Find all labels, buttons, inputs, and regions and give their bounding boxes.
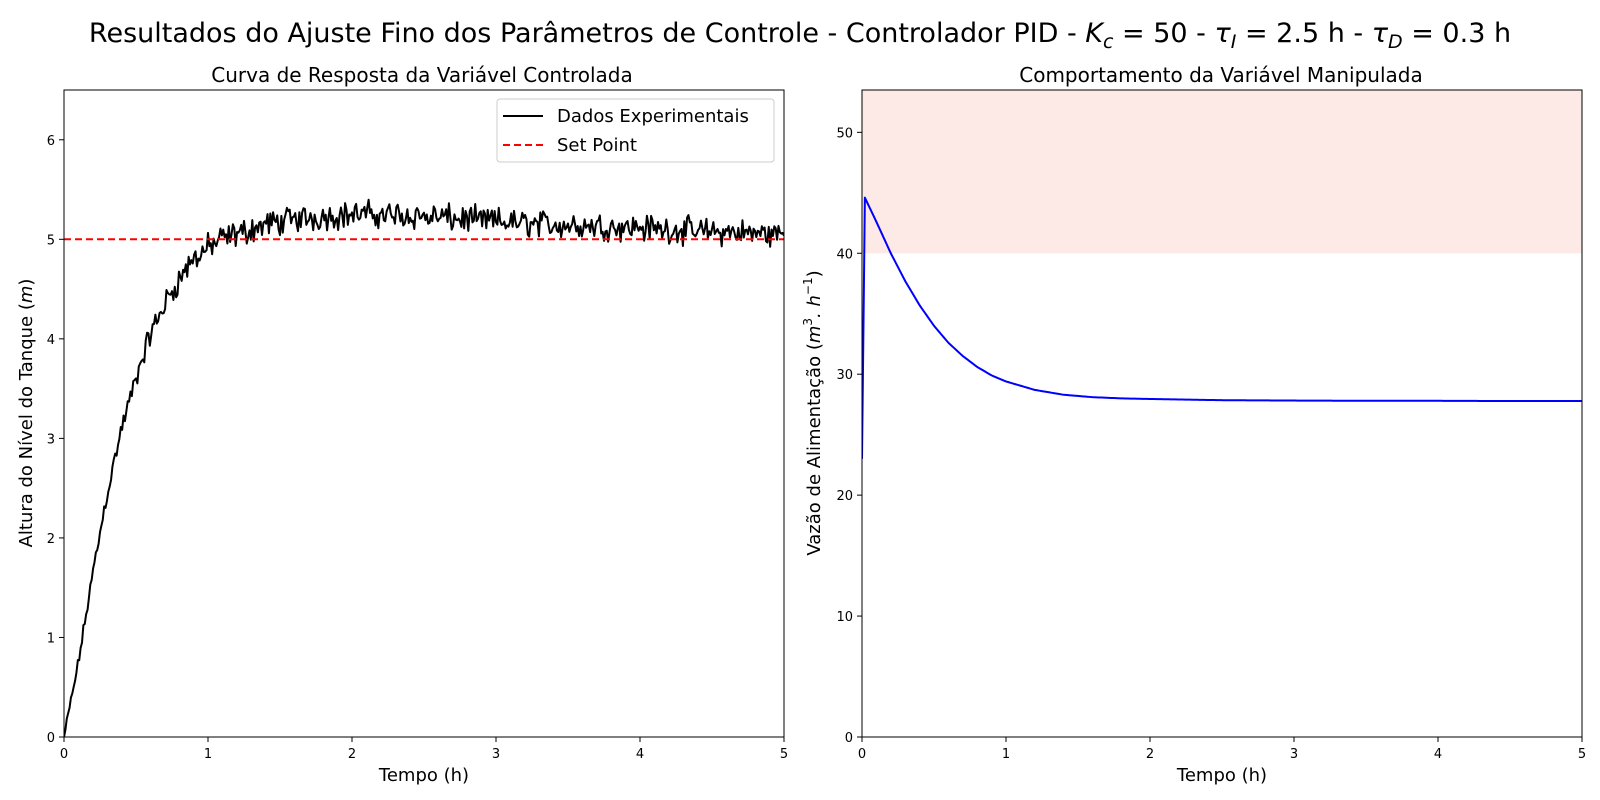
kc-subscript: c — [1103, 31, 1114, 53]
left-y-tick-label: 4 — [47, 333, 55, 348]
left-y-label-unit: m — [16, 286, 37, 304]
right-y-label-unit: m — [804, 326, 825, 344]
figure-title-prefix: Resultados do Ajuste Fino dos Parâmetros… — [89, 18, 1085, 49]
left-plot-area — [64, 198, 784, 737]
right-x-tick-label: 0 — [858, 747, 866, 762]
left-y-tick-label: 3 — [47, 432, 55, 447]
left-chart-title: Curva de Resposta da Variável Controlada — [211, 63, 632, 87]
kc-symbol: K — [1085, 18, 1105, 49]
right-y-tick-label: 30 — [836, 368, 853, 383]
right-y-label-sup1: 3 — [801, 318, 815, 326]
legend-frame — [496, 98, 775, 163]
left-y-tick-label: 1 — [47, 631, 55, 646]
right-axes-frame — [861, 89, 1583, 738]
left-y-axis-label: Altura do Nível do Tanque (m) — [16, 279, 37, 548]
right-y-label-close: ) — [804, 270, 825, 277]
right-x-tick-label: 2 — [1146, 747, 1154, 762]
taud-value: = 0.3 h — [1403, 18, 1511, 49]
taud-symbol: τ — [1372, 18, 1389, 49]
left-ticks: 0 1 2 3 4 5 0 1 2 3 4 5 6 — [47, 134, 788, 762]
manipulated-variable-chart: Comportamento da Variável Manipulada 0 1 2… — [801, 63, 1586, 786]
right-shaded-band — [862, 90, 1582, 254]
right-y-tick-label: 10 — [836, 610, 853, 625]
left-x-tick-label: 4 — [636, 747, 644, 762]
right-x-tick-label: 5 — [1578, 747, 1586, 762]
taui-value: = 2.5 h - — [1236, 18, 1371, 49]
figure-title: Resultados do Ajuste Fino dos Parâmetros… — [89, 18, 1511, 53]
left-x-tick-label: 5 — [780, 747, 788, 762]
right-y-tick-label: 40 — [836, 247, 853, 262]
right-x-axis-label: Tempo (h) — [1176, 765, 1267, 786]
legend-label-setpoint: Set Point — [557, 135, 637, 156]
left-y-tick-label: 6 — [47, 134, 55, 149]
left-x-tick-label: 1 — [204, 747, 212, 762]
controlled-variable-chart: Curva de Resposta da Variável Controlada… — [16, 63, 788, 786]
right-y-tick-label: 0 — [845, 731, 853, 746]
left-y-label-text: Altura do Nível do Tanque ( — [16, 303, 37, 547]
left-x-tick-label: 2 — [348, 747, 356, 762]
taud-subscript: D — [1388, 31, 1403, 53]
right-x-tick-label: 4 — [1434, 747, 1442, 762]
right-y-label-mid: . h — [804, 295, 825, 318]
left-y-tick-label: 0 — [47, 731, 55, 746]
right-y-tick-label: 20 — [836, 489, 853, 504]
right-x-tick-label: 1 — [1002, 747, 1010, 762]
right-y-axis-label: Vazão de Alimentação (m3. h−1) — [801, 270, 825, 555]
right-plot-area — [862, 90, 1582, 459]
right-x-tick-label: 3 — [1290, 747, 1298, 762]
left-x-tick-label: 3 — [492, 747, 500, 762]
right-chart-title: Comportamento da Variável Manipulada — [1019, 63, 1423, 87]
legend-label-dados: Dados Experimentais — [557, 106, 749, 127]
right-y-label-text: Vazão de Alimentação ( — [804, 343, 825, 555]
right-y-label-sup2: −1 — [801, 277, 815, 295]
left-y-tick-label: 5 — [47, 233, 55, 248]
right-series-series-0 — [862, 196, 1582, 459]
left-series-dados-experimentais — [64, 198, 784, 737]
left-y-tick-label: 2 — [47, 532, 55, 547]
right-y-tick-label: 50 — [836, 126, 853, 141]
left-x-axis-label: Tempo (h) — [378, 765, 469, 786]
left-x-tick-label: 0 — [60, 747, 68, 762]
left-y-label-close: ) — [16, 279, 37, 286]
left-axes-frame — [63, 89, 785, 738]
legend: Dados Experimentais Set Point — [496, 98, 775, 163]
taui-symbol: τ — [1215, 18, 1232, 49]
taui-subscript: I — [1231, 31, 1237, 53]
kc-value: = 50 - — [1113, 18, 1214, 49]
